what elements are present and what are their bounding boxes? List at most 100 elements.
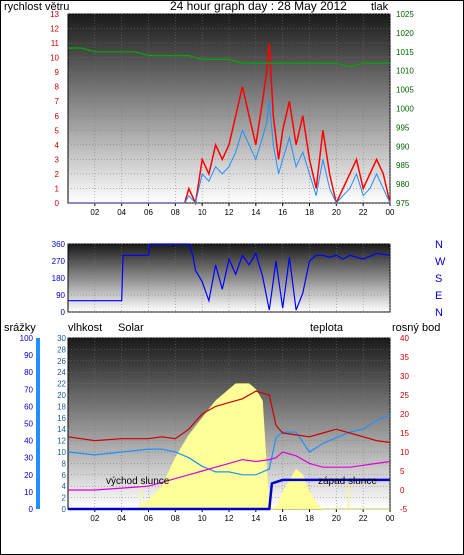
- rain-y-tick-label: 0: [29, 505, 34, 514]
- humidity-y-tick-label: 24: [57, 368, 66, 377]
- temp-x-tick-label: 06: [144, 514, 153, 523]
- temp-y-tick-label: 0: [400, 486, 405, 495]
- pressure-y-tick-label: 1000: [396, 105, 414, 114]
- wind-x-tick-label: 18: [305, 208, 314, 217]
- wind-y-tick-label: 6: [55, 112, 60, 121]
- temp-x-tick-label: 02: [90, 514, 99, 523]
- sunset-annotation: západ slunce: [318, 476, 377, 487]
- temp-y-tick-label: 20: [400, 410, 409, 419]
- direction-y-tick-label: 90: [56, 291, 65, 300]
- wind-y-tick-label: 9: [55, 68, 60, 77]
- humidity-y-tick-label: 12: [57, 437, 66, 446]
- wind-y-tick-label: 0: [55, 199, 60, 208]
- rain-y-tick-label: 100: [20, 334, 34, 343]
- wind-direction-line: [68, 243, 391, 311]
- wind-y-tick-label: 8: [55, 83, 60, 92]
- pressure-y-tick-label: 990: [396, 142, 410, 151]
- wind-y-tick-label: 1: [55, 184, 60, 193]
- temp-x-tick-label: 04: [117, 514, 126, 523]
- wind-average-line: [68, 101, 391, 205]
- temp-x-tick-label: 20: [332, 514, 341, 523]
- wind-x-tick-label: 02: [90, 208, 99, 217]
- rain-y-tick-label: 30: [24, 454, 33, 463]
- temperature-axis-label: teplota: [310, 322, 344, 334]
- humidity-y-tick-label: 18: [57, 402, 66, 411]
- wind-y-tick-label: 4: [55, 141, 60, 150]
- temp-x-tick-label: 22: [359, 514, 368, 523]
- wind-x-tick-label: 20: [332, 208, 341, 217]
- wind-x-tick-label: 14: [251, 208, 260, 217]
- humidity-y-tick-label: 0: [62, 505, 67, 514]
- humidity-line: [67, 414, 391, 476]
- rain-y-tick-label: 80: [24, 368, 33, 377]
- temperature-line: [67, 390, 391, 444]
- compass-tick-label: N: [435, 239, 443, 251]
- wind-y-tick-label: 2: [55, 170, 60, 179]
- direction-y-tick-label: 180: [52, 274, 66, 283]
- wind-y-tick-label: 11: [51, 39, 60, 48]
- temp-x-tick-label: 10: [198, 514, 207, 523]
- humidity-y-tick-label: 14: [57, 425, 66, 434]
- temp-y-tick-label: 40: [400, 334, 409, 343]
- temp-x-tick-label: 18: [305, 514, 314, 523]
- wind-y-tick-label: 7: [55, 97, 60, 106]
- temp-y-tick-label: 15: [400, 429, 409, 438]
- humidity-y-tick-label: 28: [57, 345, 66, 354]
- pressure-y-tick-label: 1025: [396, 10, 414, 19]
- pressure-line: [68, 47, 390, 68]
- solar-axis-label: Solar: [118, 322, 144, 334]
- temp-humidity-solar-chart: 0102030405060708090100024681012141618202…: [20, 334, 410, 523]
- chart-title: 24 hour graph day : 28 May 2012: [170, 0, 347, 13]
- wind-x-tick-label: 22: [359, 208, 368, 217]
- rain-y-tick-label: 40: [24, 437, 33, 446]
- compass-tick-label: S: [435, 273, 442, 285]
- humidity-y-tick-label: 26: [57, 357, 66, 366]
- wind-speed-axis-label: rychlost větru: [4, 1, 70, 13]
- temp-y-tick-label: -5: [400, 505, 408, 514]
- wind-x-tick-label: 08: [171, 208, 180, 217]
- temp-y-tick-label: 10: [400, 448, 409, 457]
- solar-area: [68, 383, 390, 510]
- pressure-y-tick-label: 985: [396, 161, 410, 170]
- pressure-axis-label: tlak: [371, 1, 389, 13]
- rain-y-tick-label: 20: [24, 471, 33, 480]
- sunrise-annotation: východ slunce: [106, 476, 170, 487]
- compass-tick-label: W: [435, 256, 446, 268]
- temp-x-tick-label: 08: [171, 514, 180, 523]
- temp-x-tick-label: 14: [251, 514, 260, 523]
- humidity-y-tick-label: 20: [57, 391, 66, 400]
- pressure-y-tick-label: 1015: [396, 48, 414, 57]
- temp-y-tick-label: 35: [400, 353, 409, 362]
- temp-y-tick-label: 5: [400, 467, 405, 476]
- pressure-y-tick-label: 995: [396, 123, 410, 132]
- wind-x-tick-label: 16: [278, 208, 287, 217]
- pressure-y-tick-label: 1010: [396, 67, 414, 76]
- wind-x-tick-label: 04: [117, 208, 126, 217]
- temp-y-tick-label: 30: [400, 372, 409, 381]
- wind-y-tick-label: 5: [55, 126, 60, 135]
- wind-x-tick-label: 00: [386, 208, 395, 217]
- pressure-y-tick-label: 980: [396, 180, 410, 189]
- wind-x-tick-label: 06: [144, 208, 153, 217]
- humidity-y-tick-label: 2: [62, 494, 67, 503]
- temp-x-tick-label: 00: [386, 514, 395, 523]
- pressure-y-tick-label: 1020: [396, 29, 414, 38]
- rain-y-tick-label: 70: [24, 385, 33, 394]
- wind-pressure-chart: 0123456789101112139759809859909951000100…: [50, 10, 414, 217]
- humidity-y-tick-label: 4: [62, 482, 67, 491]
- pressure-y-tick-label: 1005: [396, 86, 414, 95]
- humidity-axis-label: vlhkost: [68, 322, 103, 334]
- direction-y-tick-label: 0: [61, 308, 66, 317]
- humidity-y-tick-label: 6: [62, 471, 67, 480]
- dew-point-axis-label: rosný bod: [392, 322, 441, 334]
- wind-x-tick-label: 10: [198, 208, 207, 217]
- temp-y-tick-label: 25: [400, 391, 409, 400]
- rain-axis-label: srážky: [4, 322, 36, 334]
- humidity-y-tick-label: 22: [57, 380, 66, 389]
- humidity-y-tick-label: 30: [57, 334, 66, 343]
- wind-y-tick-label: 3: [55, 155, 60, 164]
- rain-axis-bar: [36, 338, 40, 509]
- dew-point-line: [68, 451, 391, 491]
